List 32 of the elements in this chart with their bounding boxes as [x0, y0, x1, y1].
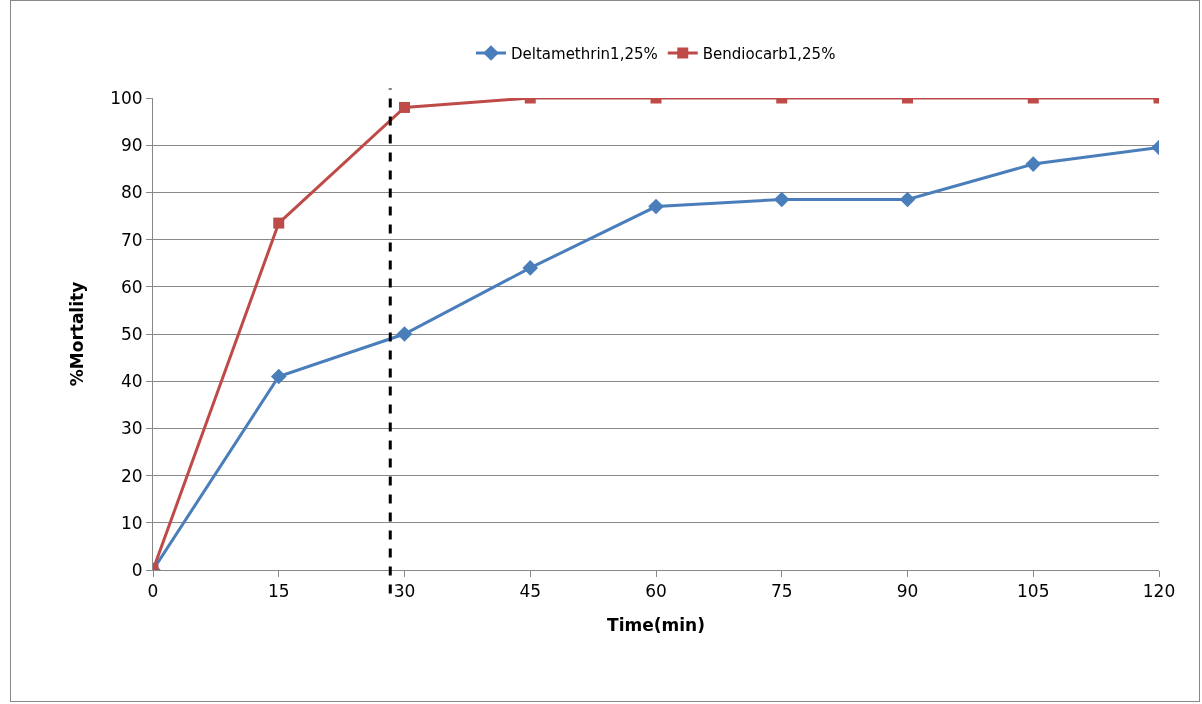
- point: [396, 326, 413, 342]
- x-tick-label: 30: [393, 581, 416, 602]
- legend-label: Bendiocarb1,25%: [702, 44, 836, 63]
- y-tick-label: 90: [120, 135, 143, 156]
- x-axis-title: Time(min): [607, 614, 705, 635]
- x-tick-label: 0: [147, 581, 159, 602]
- point: [899, 191, 916, 208]
- legend-label: Deltamethrin1,25%: [511, 44, 658, 63]
- y-tick-label: 50: [120, 323, 143, 344]
- x-tick-label: 60: [645, 581, 667, 602]
- x-tick-label: 120: [1142, 581, 1176, 602]
- y-tick-label: 0: [131, 559, 143, 580]
- y-axis-title: %Mortality: [66, 281, 87, 387]
- y-tick-label: 70: [120, 229, 143, 250]
- point: [270, 368, 287, 385]
- x-tick-label: 45: [519, 581, 542, 602]
- y-tick-label: 10: [120, 512, 143, 533]
- x-tick-label: 90: [896, 581, 919, 602]
- y-tick-label: 80: [120, 182, 143, 203]
- y-tick-label: 30: [120, 418, 143, 439]
- y-tick-label: 20: [120, 465, 143, 486]
- point: [648, 198, 664, 215]
- x-tick-label: 15: [267, 581, 290, 602]
- y-tick-label: 60: [120, 276, 143, 297]
- y-tick-label: 100: [110, 87, 143, 108]
- x-tick-label: 75: [770, 581, 793, 602]
- point: [273, 217, 285, 229]
- point: [1025, 156, 1042, 172]
- y-tick-label: 40: [120, 371, 143, 392]
- point: [773, 191, 790, 208]
- x-tick-label: 105: [1017, 581, 1050, 602]
- point: [522, 260, 539, 276]
